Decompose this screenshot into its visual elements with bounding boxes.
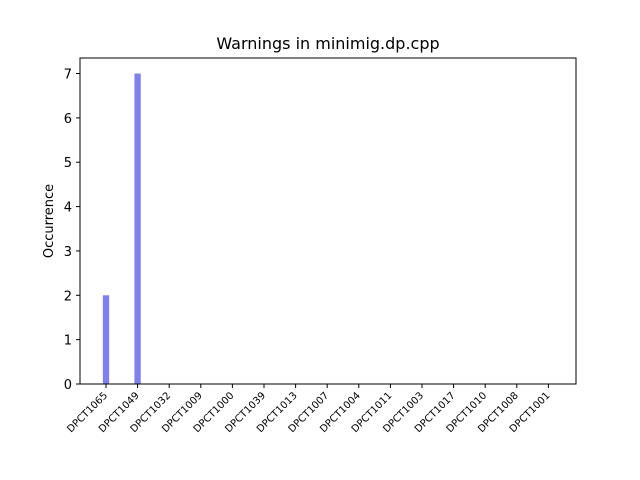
axes-frame	[79, 57, 577, 385]
y-tick-label: 0	[64, 378, 72, 393]
y-tick-label: 7	[64, 68, 72, 83]
bars-group	[102, 73, 141, 385]
y-axis: 0 1 2 3 4 5 6 7	[64, 68, 80, 393]
chart-title: Warnings in minimig.dp.cpp	[216, 34, 439, 53]
y-tick-label: 4	[64, 201, 72, 216]
y-axis-label: Occurrence	[42, 184, 57, 258]
y-tick-label: 6	[64, 112, 72, 127]
bar-DPCT1065	[102, 295, 110, 384]
y-tick-label: 2	[64, 289, 72, 304]
x-axis: DPCT1065DPCT1049DPCT1032DPCT1009DPCT1000…	[65, 384, 553, 435]
y-tick-label: 3	[64, 245, 72, 260]
y-tick-label: 1	[64, 334, 72, 349]
y-tick-label: 5	[64, 156, 72, 171]
bar-DPCT1049	[134, 73, 141, 385]
